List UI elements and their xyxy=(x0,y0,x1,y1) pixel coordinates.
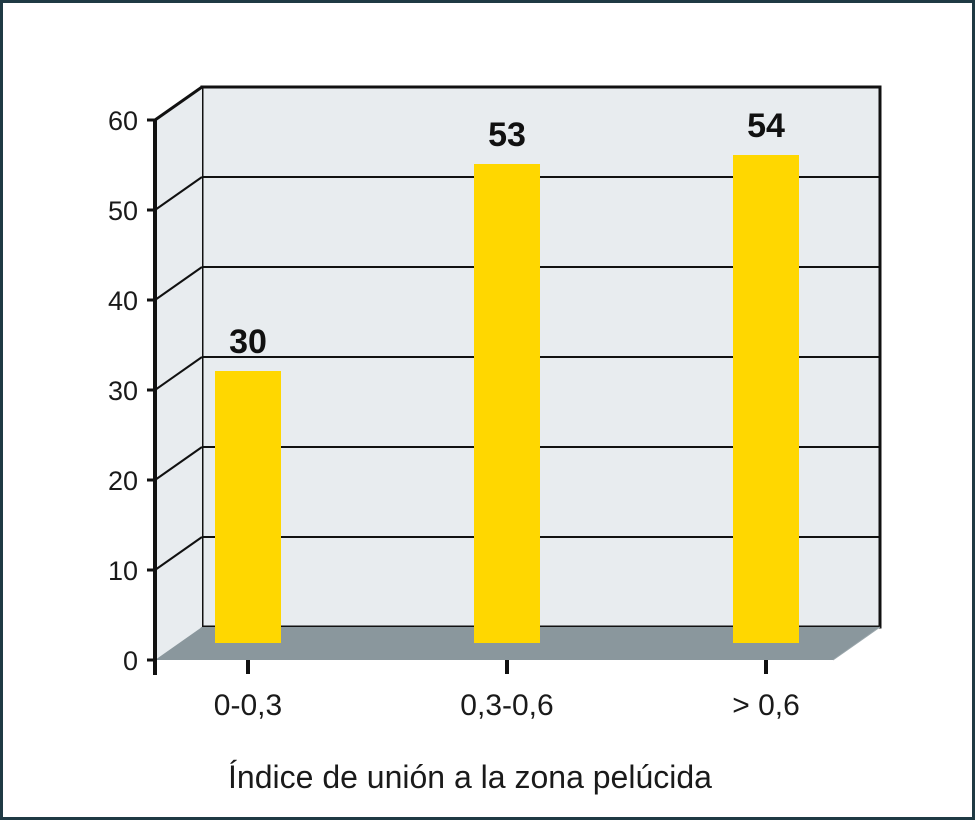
y-tick-label: 0 xyxy=(123,646,138,676)
y-tick-label: 20 xyxy=(108,466,138,496)
x-axis xyxy=(246,660,768,674)
bar-value-label: 54 xyxy=(747,107,785,145)
chart-floor xyxy=(155,627,880,660)
x-tick-label: > 0,6 xyxy=(732,689,800,722)
value-labels: 30 53 54 xyxy=(229,107,785,361)
x-axis-label: Índice de unión a la zona pelúcida xyxy=(228,759,712,795)
y-tick-label: 60 xyxy=(108,106,138,136)
bar xyxy=(215,371,281,643)
gridline-depth xyxy=(154,536,203,571)
y-axis xyxy=(147,118,157,675)
bar-value-label: 53 xyxy=(488,116,526,154)
bar xyxy=(474,164,540,643)
gridline-depth xyxy=(154,176,203,211)
bar-value-label: 30 xyxy=(229,323,267,361)
y-tick-label: 50 xyxy=(108,196,138,226)
gridline-depth xyxy=(154,266,203,301)
y-tick-label: 10 xyxy=(108,556,138,586)
y-tick-labels: 0 10 20 30 40 50 60 xyxy=(108,106,138,676)
gridline-depth xyxy=(154,356,203,391)
top-edge xyxy=(154,85,203,122)
y-tick-label: 40 xyxy=(108,286,138,316)
gridline-depth xyxy=(154,446,203,481)
y-tick-label: 30 xyxy=(108,376,138,406)
x-tick-labels: 0-0,3 0,3-0,6 > 0,6 xyxy=(214,689,800,722)
bars xyxy=(215,155,799,643)
bar xyxy=(733,155,799,643)
x-tick-label: 0-0,3 xyxy=(214,689,282,722)
x-tick-label: 0,3-0,6 xyxy=(460,689,553,722)
floor-edge xyxy=(832,626,881,661)
